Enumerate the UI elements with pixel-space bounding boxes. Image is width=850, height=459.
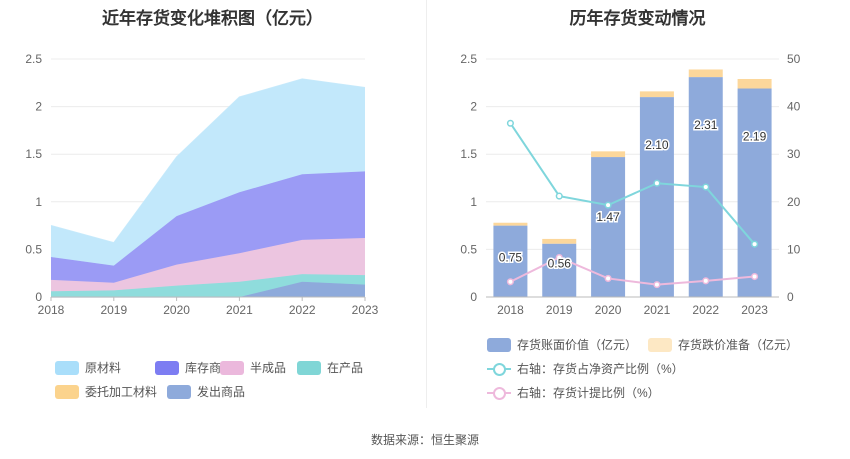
line-point [604, 201, 612, 209]
legend-item-work-in-progress[interactable]: 在产品 [297, 359, 363, 376]
area-series [51, 274, 365, 297]
x-tick-label: 2022 [289, 303, 316, 317]
legend-swatch [55, 360, 79, 375]
inventory-bar-line-chart: 0 0.5 1 1.5 2 2.5 0 10 20 30 40 50 2018 2019 2020 2021 2… [460, 52, 801, 317]
legend-line-symbol [487, 362, 511, 376]
x-tick-label: 2023 [741, 303, 768, 317]
line-point [604, 274, 612, 282]
area-series [51, 171, 365, 283]
line-point [702, 277, 710, 285]
legend-label: 存货跌价准备（亿元） [678, 338, 799, 352]
line-point [506, 119, 514, 127]
y-tick-label: 2 [35, 100, 42, 114]
y-tick-label: 1 [35, 195, 42, 209]
bar-data-label: 2.31 [694, 118, 718, 132]
legend-label: 委托加工材料 [85, 385, 158, 399]
area-series [51, 281, 365, 297]
y-tick-label: 2.5 [25, 52, 42, 66]
legend-swatch [220, 360, 244, 375]
area-series [51, 237, 365, 292]
legend-item-impairment[interactable]: 存货跌价准备（亿元） [648, 336, 798, 353]
y2-tick-label: 40 [787, 100, 801, 114]
legend-item-consigned-materials[interactable]: 委托加工材料 [55, 383, 157, 400]
line-point [555, 192, 563, 200]
legend-label: 半成品 [250, 361, 287, 375]
legend-item-net-asset-ratio[interactable]: 右轴：存货占净资产比例（%） [487, 360, 684, 377]
x-tick-label: 2022 [692, 303, 719, 317]
legend-swatch [648, 337, 672, 352]
y2-tick-label: 10 [787, 242, 801, 256]
bar-impairment [737, 78, 772, 89]
legend-item-book-value[interactable]: 存货账面价值（亿元） [487, 336, 637, 353]
legend-label: 在产品 [327, 361, 364, 375]
legend-label: 存货账面价值（亿元） [517, 338, 638, 352]
area-series-edge [50, 78, 366, 244]
right-chart-title: 历年存货变动情况 [569, 9, 706, 28]
y-tick-label: 1.5 [25, 147, 42, 161]
legend-swatch [55, 384, 79, 399]
bar-book-value [542, 243, 577, 297]
y-tick-label: 0.5 [460, 242, 477, 256]
legend-item-provision-ratio[interactable]: 右轴：存货计提比例（%） [487, 384, 660, 401]
bar-impairment [688, 69, 723, 78]
y2-tick-label: 50 [787, 52, 801, 66]
area-series [51, 78, 365, 266]
y2-tick-label: 0 [787, 290, 794, 304]
legend-swatch [155, 360, 179, 375]
line-point [653, 179, 661, 187]
y-tick-label: 0 [470, 290, 477, 304]
x-tick-label: 2020 [595, 303, 622, 317]
y-tick-label: 2 [470, 100, 477, 114]
bar-data-label: 1.47 [596, 210, 620, 224]
x-tick-label: 2020 [163, 303, 190, 317]
bar-impairment [493, 222, 528, 226]
x-tick-label: 2023 [352, 303, 379, 317]
bar-impairment [591, 151, 626, 158]
y-tick-label: 0 [35, 290, 42, 304]
y-tick-label: 2.5 [460, 52, 477, 66]
legend-swatch [297, 360, 321, 375]
x-tick-label: 2021 [226, 303, 253, 317]
line-point [751, 240, 759, 248]
legend-swatch [487, 337, 511, 352]
legend-label: 右轴：存货计提比例（%） [517, 386, 660, 400]
y2-tick-label: 20 [787, 195, 801, 209]
bar-impairment [639, 91, 674, 98]
legend-item-raw-materials[interactable]: 原材料 [55, 359, 121, 376]
legend-swatch [167, 384, 191, 399]
line-point [751, 272, 759, 281]
panel-divider [426, 0, 427, 408]
y-tick-label: 1.5 [460, 147, 477, 161]
line-point [506, 278, 514, 286]
bar-book-value [737, 88, 772, 298]
bar-data-label: 2.19 [743, 130, 767, 144]
bar-book-value [639, 97, 674, 297]
legend-item-goods-shipped[interactable]: 发出商品 [167, 383, 245, 400]
bar-data-label: 0.56 [548, 257, 572, 271]
data-source: 数据来源：恒生聚源 [370, 433, 479, 447]
legend-label: 右轴：存货占净资产比例（%） [517, 362, 684, 376]
line-point [702, 183, 710, 191]
line-series [509, 256, 755, 286]
bar-data-label: 2.10 [645, 138, 669, 152]
line-point [653, 281, 661, 289]
x-tick-label: 2019 [546, 303, 573, 317]
bar-impairment [542, 238, 577, 244]
y-tick-label: 1 [470, 195, 477, 209]
legend-line-symbol [487, 386, 511, 400]
stacked-area-chart: 0 0.5 1 1.5 2 2.5 2018 2019 2020 2021 2022 2023 [25, 52, 379, 317]
left-chart-title: 近年存货变化堆积图（亿元） [102, 9, 323, 28]
x-tick-label: 2018 [497, 303, 524, 317]
line-series [509, 122, 756, 245]
legend-label: 发出商品 [197, 385, 246, 399]
y2-tick-label: 30 [787, 147, 801, 161]
legend-item-semi-finished[interactable]: 半成品 [220, 359, 286, 376]
x-tick-label: 2021 [644, 303, 671, 317]
bar-data-label: 0.75 [499, 251, 523, 265]
y-tick-label: 0.5 [25, 242, 42, 256]
x-tick-label: 2019 [100, 303, 127, 317]
legend-label: 原材料 [85, 361, 122, 375]
line-point [555, 253, 563, 262]
x-tick-label: 2018 [38, 303, 65, 317]
